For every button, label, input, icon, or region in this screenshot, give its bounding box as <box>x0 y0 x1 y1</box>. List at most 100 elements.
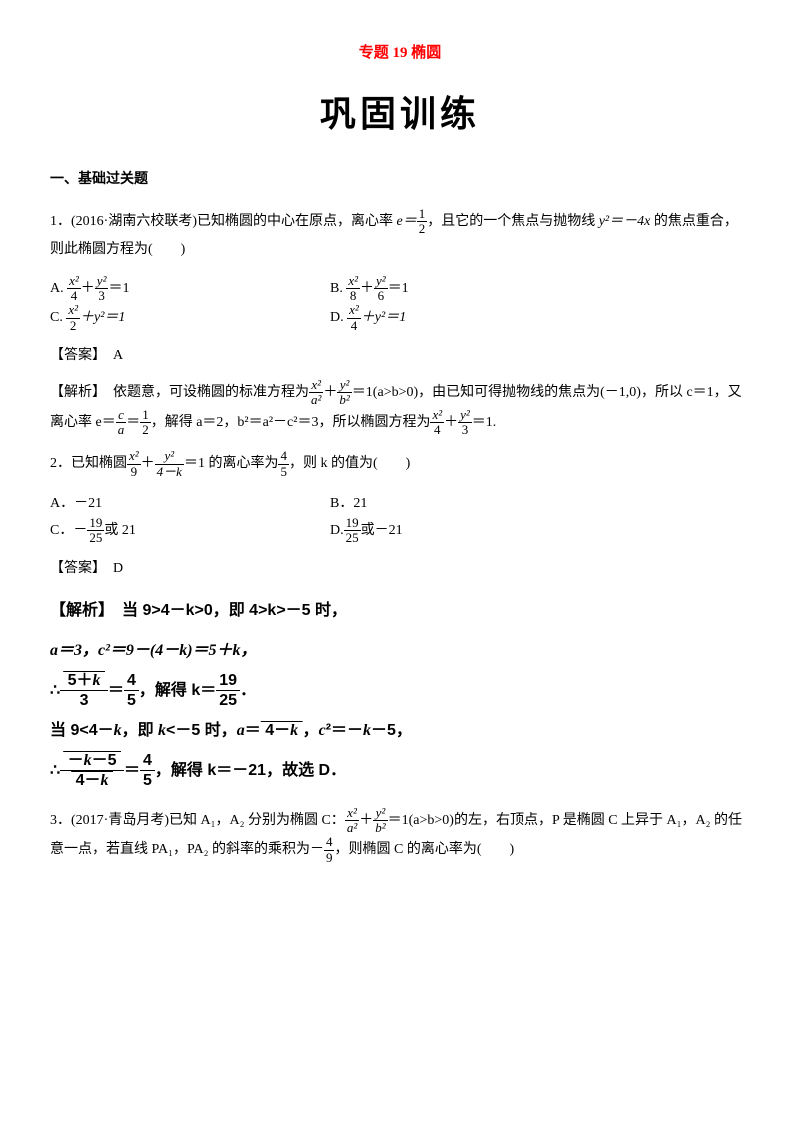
frac-num: y² <box>373 806 387 821</box>
sol-text: ，解得 k＝ <box>139 682 216 699</box>
q1-optB: B. x²8＋y²6＝1 <box>330 274 610 304</box>
eq: ＝ <box>126 415 140 430</box>
frac-den: 2 <box>140 423 151 437</box>
q2-answer: 【答案】 D <box>50 556 750 581</box>
frac-den: b² <box>337 393 351 407</box>
frac-num: 1 <box>140 408 151 423</box>
sol-line4: 当 9<4－k，即 k<－5 时，a＝ 4－k ，c²＝－k－5， <box>50 711 750 751</box>
sol-text: 【解析】 依题意，可设椭圆的标准方程为 <box>50 385 309 400</box>
plus: ＋ <box>444 415 458 430</box>
frac-den: b² <box>373 821 387 835</box>
sol-text: ，解得 a＝2，b²＝a²－c²＝3，所以椭圆方程为 <box>151 415 431 430</box>
q2-text: ＝1 的离心率为 <box>184 456 279 471</box>
frac-den: 3 <box>458 423 472 437</box>
q1-optA: A. x²4＋y²3＝1 <box>50 274 330 304</box>
opt-rest: 或－21 <box>361 523 403 538</box>
q2-solution: 【解析】 当 9>4－k>0，即 4>k>－5 时， a＝3，c²＝9－(4－k… <box>50 591 750 791</box>
q1-answer: 【答案】 A <box>50 343 750 368</box>
frac-num: x² <box>67 274 81 289</box>
frac-den: a² <box>345 821 359 835</box>
opt-label: C．－ <box>50 523 87 538</box>
frac-den: 9 <box>127 465 141 479</box>
frac-num: 1 <box>417 207 428 222</box>
opt-label: B. <box>330 281 343 296</box>
sol-line3: ∴ 5＋k 3＝45，解得 k＝1925． <box>50 671 750 711</box>
frac-num: x² <box>66 303 80 318</box>
frac-den: 2 <box>417 222 428 236</box>
eq: ＝ <box>108 682 124 699</box>
q2-optD: D.1925或－21 <box>330 516 610 546</box>
frac-num: 4 <box>278 449 289 464</box>
frac-den: 25 <box>87 531 104 545</box>
frac-den: a <box>116 423 127 437</box>
frac-den: 4 <box>430 423 444 437</box>
frac-num: x² <box>430 408 444 423</box>
frac-num: x² <box>309 378 323 393</box>
q2-text: 2．已知椭圆 <box>50 456 127 471</box>
opt-rest: 或 21 <box>104 523 136 538</box>
frac-num: x² <box>345 806 359 821</box>
frac-den: 4 <box>347 319 361 333</box>
sol-line1: 【解析】 当 9>4－k>0，即 4>k>－5 时， <box>50 591 750 631</box>
opt-rest: ＋y²＝1 <box>80 310 125 325</box>
q1-e: e＝ <box>397 214 417 229</box>
frac-den: 8 <box>346 289 360 303</box>
sol-text: ． <box>240 682 256 699</box>
opt-label: A. <box>50 281 64 296</box>
q2-optA: A．－21 <box>50 491 330 516</box>
frac-num: x² <box>347 303 361 318</box>
q2-options: A．－21 B．21 C．－1925或 21 D.1925或－21 <box>50 491 750 546</box>
opt-label: D. <box>330 310 344 325</box>
main-title: 巩固训练 <box>50 82 750 147</box>
q2-optC: C．－1925或 21 <box>50 516 330 546</box>
q1-text2: ，且它的一个焦点与抛物线 <box>427 214 599 229</box>
frac-num: x² <box>127 449 141 464</box>
q2-optB: B．21 <box>330 491 610 516</box>
frac-num: 4 <box>140 751 155 771</box>
q3-text: ，则椭圆 C 的离心率为( ) <box>334 843 514 858</box>
frac-num: c <box>116 408 127 423</box>
q3-text: 3．(2017·青岛月考)已知 A₁，A₂ 分别为椭圆 C： <box>50 813 345 828</box>
opt-label: D. <box>330 523 344 538</box>
question-3: 3．(2017·青岛月考)已知 A₁，A₂ 分别为椭圆 C：x²a²＋y²b²＝… <box>50 806 750 865</box>
plus: ＋ <box>323 385 337 400</box>
frac-den: 9 <box>324 851 335 865</box>
q1-options: A. x²4＋y²3＝1 B. x²8＋y²6＝1 C. x²2＋y²＝1 D.… <box>50 274 750 333</box>
q1-optD: D. x²4＋y²＝1 <box>330 303 610 333</box>
sol-text: ＝1. <box>472 415 497 430</box>
sol-text: ∴ <box>50 682 60 699</box>
sol-line5: ∴ －k－5 4－k ＝45，解得 k＝－21，故选 D． <box>50 751 750 791</box>
plus: ＋ <box>141 456 155 471</box>
frac-num: 4 <box>324 835 335 850</box>
frac-num: 19 <box>87 516 104 531</box>
frac-den: 25 <box>216 691 240 710</box>
q1-text: 1．(2016·湖南六校联考)已知椭圆的中心在原点，离心率 <box>50 214 397 229</box>
plus: ＋ <box>359 813 373 828</box>
section-heading: 一、基础过关题 <box>50 167 750 192</box>
sol-text: ∴ <box>50 762 60 779</box>
frac-den: 2 <box>66 319 80 333</box>
frac-num: y² <box>95 274 109 289</box>
sol-text: ，解得 k＝－21，故选 D． <box>155 762 346 779</box>
q1-optC: C. x²2＋y²＝1 <box>50 303 330 333</box>
frac-den: 25 <box>344 531 361 545</box>
frac-den: 4－k <box>155 465 184 479</box>
frac-den: 6 <box>374 289 388 303</box>
eq: ＝ <box>124 762 140 779</box>
q1-parabola: y²＝－4x <box>599 214 651 229</box>
frac-den: a² <box>309 393 323 407</box>
frac-den: 5 <box>124 691 139 710</box>
topic-title: 专题 19 椭圆 <box>50 40 750 67</box>
frac-num: y² <box>337 378 351 393</box>
sol-text: a＝3，c²＝9－(4－k)＝5＋k， <box>50 642 257 659</box>
frac-den: 4 <box>67 289 81 303</box>
frac-den: 3 <box>95 289 109 303</box>
frac-num: 19 <box>216 671 240 691</box>
opt-rest: ＋y²＝1 <box>361 310 406 325</box>
frac-den: 5 <box>140 771 155 790</box>
question-1: 1．(2016·湖南六校联考)已知椭圆的中心在原点，离心率 e＝12，且它的一个… <box>50 207 750 262</box>
frac-num: y² <box>155 449 184 464</box>
frac-num: y² <box>374 274 388 289</box>
opt-eq: ＝1 <box>388 281 409 296</box>
frac-num: y² <box>458 408 472 423</box>
